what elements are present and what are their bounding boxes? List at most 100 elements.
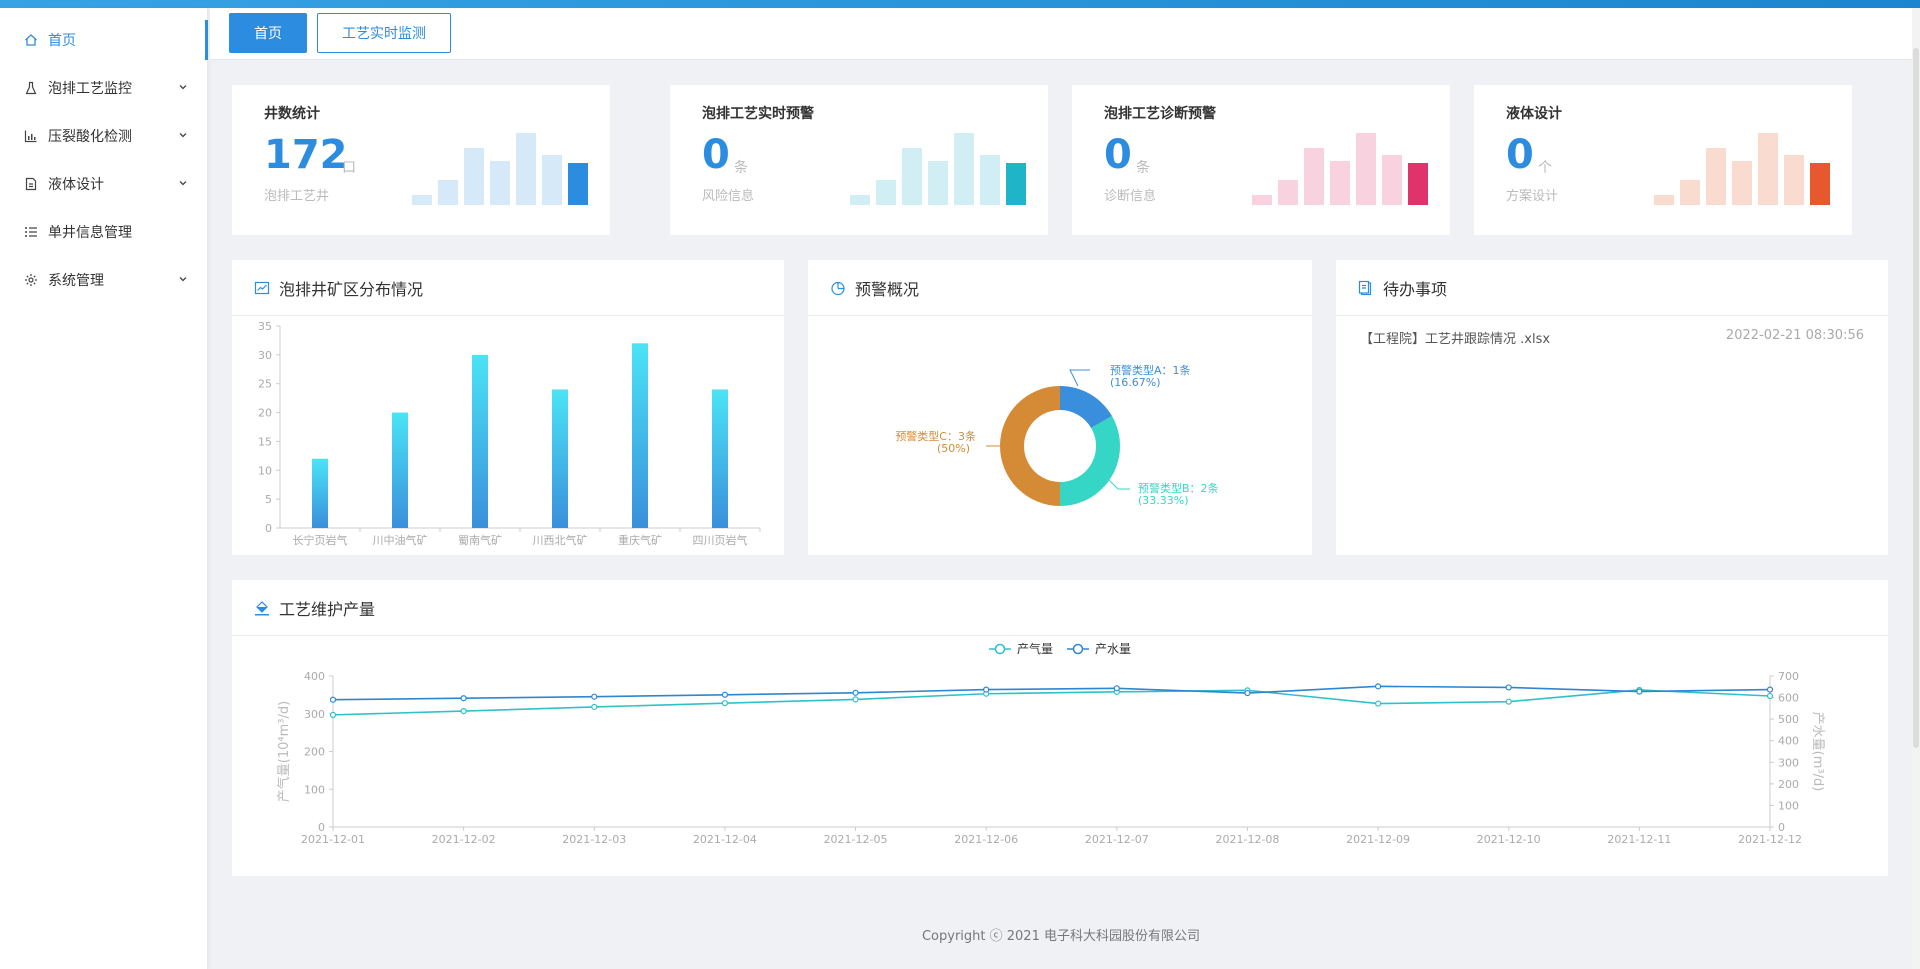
panel-production: 工艺维护产量 产气量 产水量 0 100 200 300 400 0 100 200 300 40… [232,580,1888,876]
y-tick-label: 20 [258,407,272,420]
slice-label: 预警类型A：1条 [1110,363,1191,377]
series-line [332,689,1771,716]
y-tick-label: 10 [258,464,272,477]
tab-home[interactable]: 首页 [229,13,307,53]
stat-mini-bar [1252,195,1272,205]
sidebar-item-label: 单井信息管理 [48,225,132,241]
y-tick-label-right: 0 [1778,821,1785,834]
sidebar-item-well-info[interactable]: 单井信息管理 [0,208,207,256]
sidebar-item-fracturing[interactable]: 压裂酸化检测 [0,112,207,160]
slice-label: 预警类型B：2条 [1138,481,1219,495]
x-tick-label: 长宁页岩气 [293,533,348,547]
stat-mini-bar [1330,161,1350,205]
stat-mini-bar [1408,163,1428,205]
series-point [721,691,729,698]
bar [312,458,328,528]
page-scrollbar[interactable] [1912,8,1920,969]
y-tick-label-right: 400 [1778,735,1799,748]
x-tick-label: 川中油气矿 [373,533,428,547]
flask-icon [24,81,38,95]
sidebar-item-liquid-design[interactable]: 液体设计 [0,160,207,208]
top-accent-bar [0,0,1920,8]
x-tick-label: 2021-12-09 [1346,833,1410,846]
legend-item-gas[interactable]: 产气量 [988,640,1053,657]
todo-item[interactable]: 【工程院】工艺井跟踪情况 .xlsx 2022-02-21 08:30:56 [1360,328,1864,347]
series-point [1505,684,1512,691]
stat-subtitle: 诊断信息 [1104,189,1157,204]
stat-card-wells: 井数统计 172 口 泡排工艺井 [232,85,610,235]
stat-mini-bars [850,133,1026,205]
todo-item-text[interactable]: 【工程院】工艺井跟踪情况 .xlsx [1360,332,1551,347]
stat-value: 0 [1104,132,1132,178]
stat-mini-bar [1706,148,1726,205]
series-point [1505,698,1512,705]
series-point [852,696,859,703]
sidebar-item-label: 系统管理 [48,273,104,289]
chevron-down-icon [179,277,187,282]
series-point [1766,686,1774,693]
x-tick-label: 2021-12-01 [301,833,365,846]
legend-item-water[interactable]: 产水量 [1067,640,1131,657]
y-tick-label: 25 [258,378,272,391]
stat-card-diagnosis-warning: 泡排工艺诊断预警 0 条 诊断信息 [1072,85,1450,235]
gear-icon [24,273,38,287]
series-point [1636,688,1643,695]
stat-mini-bar [1304,148,1324,205]
series-point [591,693,598,700]
tab-process-monitor[interactable]: 工艺实时监测 [317,13,451,53]
chevron-down-icon [179,133,187,138]
series-point [852,689,859,696]
x-tick-label: 蜀南气矿 [458,533,502,547]
stat-mini-bar [516,133,536,205]
chart-legend: 产气量 产水量 [232,640,1888,657]
series-point [460,695,467,702]
series-line [332,685,1771,701]
chart-icon [24,129,38,143]
x-tick-label: 重庆气矿 [618,533,662,547]
stat-unit: 条 [734,160,748,176]
x-tick-label: 2021-12-08 [1215,833,1279,846]
stat-mini-bar [1680,180,1700,205]
stat-mini-bar [1382,155,1402,205]
series-point [1766,692,1774,700]
slice-percent: (16.67%) [1110,376,1161,389]
stat-mini-bar [954,133,974,205]
document-icon [24,177,38,191]
bar [392,412,408,528]
series-point [1113,685,1120,692]
donut-slice [1000,386,1060,506]
y-axis-label-left: 产气量(10⁴m³/d) [276,701,292,802]
series-point [1244,689,1251,697]
series-point [1374,683,1382,690]
sidebar-item-home[interactable]: 首页 [0,16,208,64]
series-point [591,703,598,711]
stat-mini-bar [902,148,922,205]
x-tick-label: 川西北气矿 [533,533,588,547]
series-point [329,711,337,718]
x-tick-label: 四川页岩气 [693,533,748,547]
x-tick-label: 2021-12-05 [824,833,888,846]
y-tick-label: 35 [258,320,272,333]
x-tick-label: 2021-12-03 [562,833,626,846]
sidebar-item-system[interactable]: 系统管理 [0,256,207,304]
series-point [983,686,990,693]
scrollbar-thumb[interactable] [1913,48,1919,748]
bar [552,389,568,528]
panel-todo: 待办事项 【工程院】工艺井跟踪情况 .xlsx 2022-02-21 08:30… [1336,260,1888,555]
stat-mini-bar [1810,163,1830,205]
sidebar-item-foam-monitor[interactable]: 泡排工艺监控 [0,64,207,112]
stat-subtitle: 方案设计 [1506,189,1559,204]
clipboard-icon [1358,280,1374,296]
stat-title: 液体设计 [1506,106,1562,122]
sidebar: 首页 泡排工艺监控 压裂酸化检测 液体设计 单井信息管理 系统管理 [0,8,208,969]
slice-leader-line [1069,369,1090,387]
series-point [721,700,729,707]
y-tick-label: 30 [258,349,272,362]
legend-label: 产气量 [1016,642,1053,656]
stat-mini-bar [568,163,588,205]
stat-mini-bar [1278,180,1298,205]
legend-marker-water [1067,643,1089,654]
stat-title: 泡排工艺诊断预警 [1104,106,1216,122]
stat-subtitle: 泡排工艺井 [264,189,330,204]
chevron-down-icon [179,181,187,186]
